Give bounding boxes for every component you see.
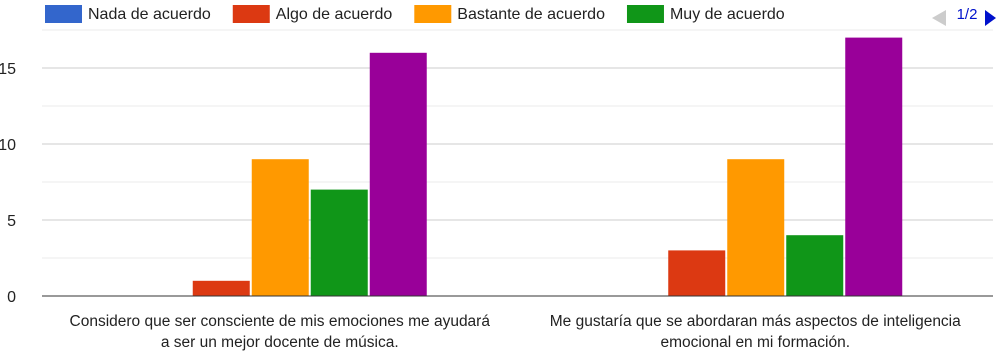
x-category-label: Me gustaría que se abordaran más aspecto… [550,313,961,330]
bar[interactable] [311,190,368,296]
legend-label: Muy de acuerdo [670,6,785,23]
bar[interactable] [252,159,309,296]
y-tick-label: 0 [7,289,16,306]
bar[interactable] [727,159,784,296]
legend-label: Nada de acuerdo [88,6,211,23]
bar[interactable] [370,53,427,296]
y-tick-label: 5 [7,213,16,230]
x-category-label: Considero que ser consciente de mis emoc… [70,313,491,330]
legend-swatch [233,5,270,23]
bars [193,38,903,296]
y-tick-label: 10 [0,137,16,154]
legend: Nada de acuerdo Algo de acuerdo Bastante d… [45,5,996,26]
bar[interactable] [845,38,902,296]
x-category-label: emocional en mi formación. [660,334,850,351]
legend-swatch [45,5,82,23]
legend-label: Bastante de acuerdo [457,6,605,23]
bar[interactable] [668,250,725,296]
legend-swatch [414,5,451,23]
legend-swatch [627,5,664,23]
legend-page-indicator: 1/2 [957,6,978,23]
y-tick-label: 15 [0,61,16,78]
x-category-label: a ser un mejor docente de música. [161,334,399,351]
bar[interactable] [193,281,250,296]
legend-prev-icon[interactable] [932,10,946,26]
axes: 0 5 10 15 Considero que ser consciente de mi… [0,61,993,351]
legend-next-icon[interactable] [985,10,996,26]
legend-label: Algo de acuerdo [276,6,393,23]
bar[interactable] [786,235,843,296]
